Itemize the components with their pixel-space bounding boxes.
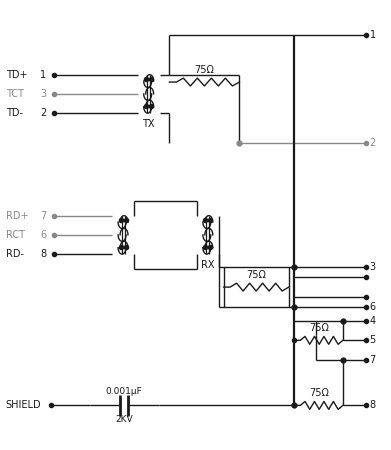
Text: 6: 6 [369,302,376,312]
Text: 1: 1 [369,30,376,40]
Text: 2: 2 [369,138,376,148]
Text: RCT: RCT [6,230,25,240]
Text: 5: 5 [369,335,376,345]
Text: TCT: TCT [6,89,23,99]
Text: 8: 8 [40,249,47,259]
Text: 3: 3 [369,262,376,272]
Text: 75Ω: 75Ω [194,65,214,75]
Text: 0.001μF: 0.001μF [106,387,142,396]
Text: RD+: RD+ [6,211,28,220]
Text: TX: TX [142,119,155,129]
Text: RD-: RD- [6,249,24,259]
Text: 2KV: 2KV [115,415,133,424]
Text: 3: 3 [40,89,47,99]
Text: 7: 7 [369,355,376,365]
Text: RX: RX [201,260,215,270]
Text: 7: 7 [40,211,47,220]
Text: TD+: TD+ [6,70,27,80]
Text: 2: 2 [40,108,47,118]
Text: 4: 4 [369,315,376,326]
Text: 8: 8 [369,400,376,410]
Text: 75Ω: 75Ω [246,270,266,280]
Text: 75Ω: 75Ω [309,324,329,333]
Text: SHIELD: SHIELD [6,400,41,410]
Text: 1: 1 [40,70,47,80]
Text: 6: 6 [40,230,47,240]
Text: TD-: TD- [6,108,23,118]
Text: 75Ω: 75Ω [309,388,329,399]
